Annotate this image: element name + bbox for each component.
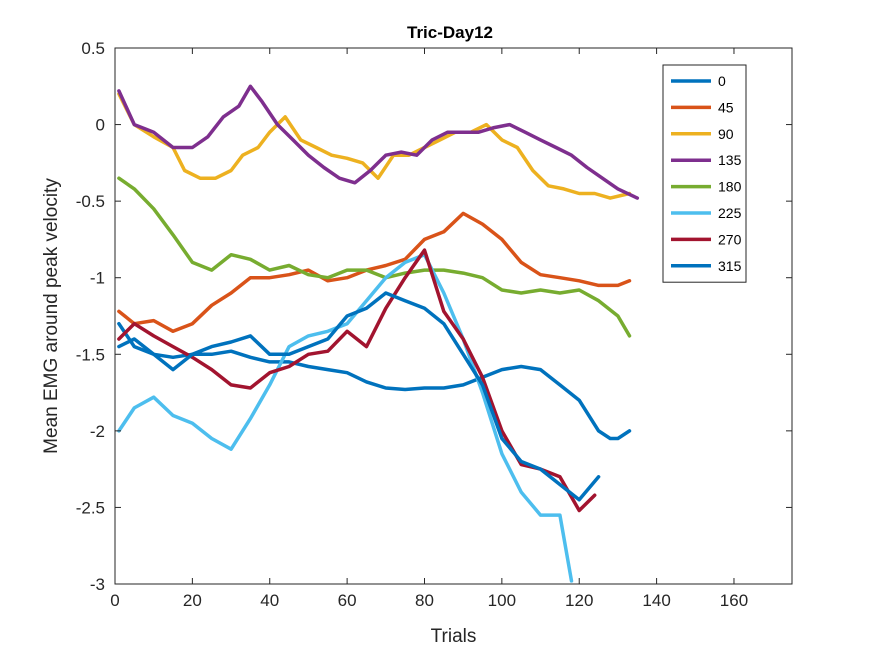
y-tick-label: -1.5: [76, 345, 105, 364]
series-line-45: [117, 211, 632, 334]
plot-area: [117, 84, 640, 583]
legend-label-45: 45: [718, 99, 734, 115]
x-tick-label: 120: [565, 591, 593, 610]
legend-label-180: 180: [718, 179, 742, 195]
legend-label-315: 315: [718, 258, 742, 274]
x-tick-label: 60: [338, 591, 357, 610]
legend-label-0: 0: [718, 73, 726, 89]
x-tick-label: 80: [415, 591, 434, 610]
legend-label-135: 135: [718, 152, 742, 168]
series-line-135: [117, 84, 640, 200]
legend-box: [662, 64, 747, 283]
axes-box: [114, 47, 793, 585]
y-tick-label: -1: [90, 269, 105, 288]
legend-label-225: 225: [718, 205, 742, 221]
y-tick-label: 0: [96, 116, 105, 135]
legend: 0 45 90 135 180 225 270 315: [662, 64, 747, 283]
axis-ticks: 0 20 40 60 80 100 120 140 160 0.5 0 -0.5 -1 -1.5 -2 -2.…: [76, 39, 792, 610]
legend-label-90: 90: [718, 126, 734, 142]
y-tick-label: 0.5: [81, 39, 105, 58]
series-line-225: [117, 252, 574, 583]
series-line-315: [117, 291, 601, 502]
y-tick-label: -0.5: [76, 192, 105, 211]
x-tick-label: 20: [183, 591, 202, 610]
x-tick-label: 160: [720, 591, 748, 610]
legend-label-270: 270: [718, 231, 742, 247]
x-tick-label: 140: [642, 591, 670, 610]
series-line-180: [117, 176, 632, 338]
x-tick-label: 0: [110, 591, 119, 610]
y-tick-label: -3: [90, 575, 105, 594]
x-tick-label: 100: [488, 591, 516, 610]
y-tick-label: -2.5: [76, 498, 105, 517]
x-axis-label: Trials: [431, 626, 477, 647]
y-tick-label: -2: [90, 422, 105, 441]
series-line-0: [117, 321, 632, 441]
x-tick-label: 40: [260, 591, 279, 610]
chart-title: Tric-Day12: [407, 23, 493, 42]
y-axis-label: Mean EMG around peak velocity: [41, 178, 62, 454]
